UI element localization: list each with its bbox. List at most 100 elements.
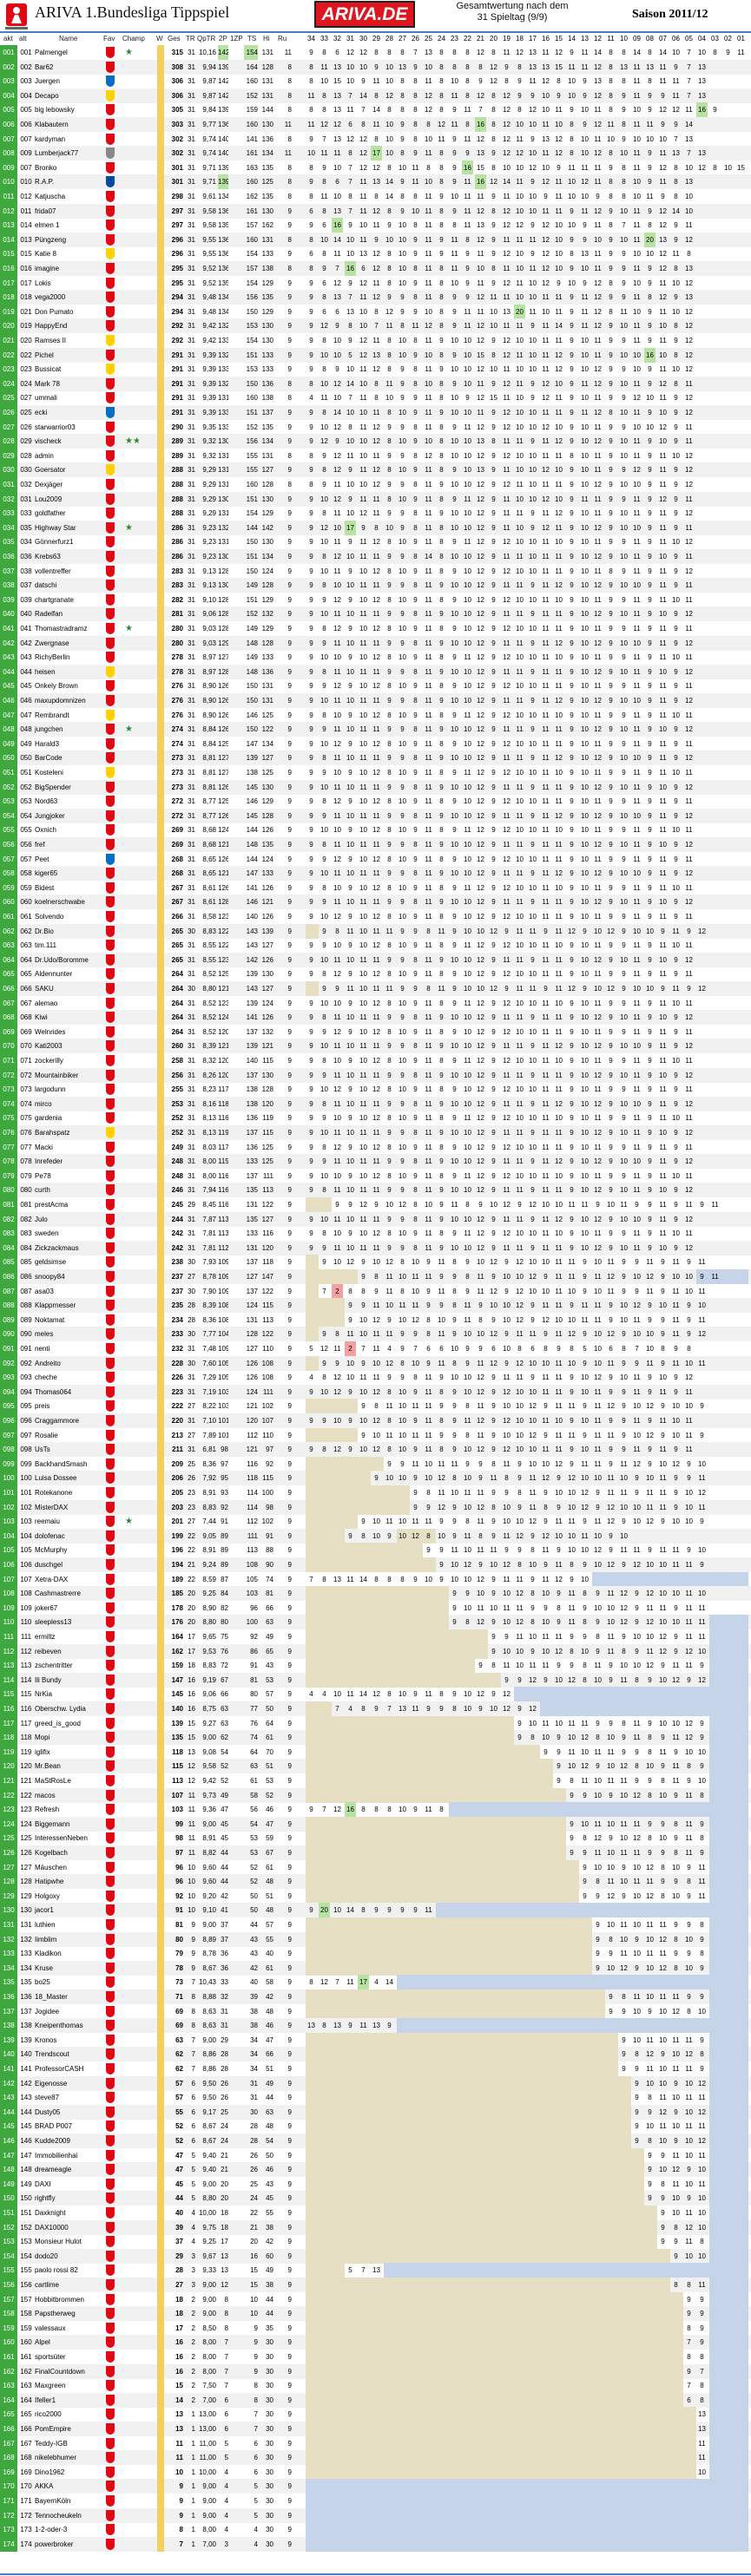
player-name[interactable]: Pichel — [35, 348, 102, 363]
table-row[interactable]: 091 091 nenti 232 31 7,48 109 127 110 9 5 12 11 2 7 11 4… — [0, 1341, 751, 1356]
table-row[interactable]: 005 005 big lebowsky 305 31 9,84 139 159 144 8 8 8 1… — [0, 102, 751, 117]
player-name[interactable]: kardyman — [35, 132, 102, 147]
player-name[interactable]: kiger65 — [35, 866, 102, 881]
player-name[interactable]: meles — [35, 1327, 102, 1341]
table-row[interactable]: 067 067 alemao 264 31 8,52 123 139 124 9 9 10 10 9 10 1… — [0, 996, 751, 1011]
table-row[interactable]: 080 080 curth 246 31 7,94 116 135 113 9 9 8 11 10 11 11… — [0, 1183, 751, 1197]
player-name[interactable]: Katie 8 — [35, 246, 102, 261]
player-name[interactable]: Kati2003 — [35, 1039, 102, 1053]
player-name[interactable]: heisen — [35, 665, 102, 679]
player-name[interactable]: mirco — [35, 1097, 102, 1111]
table-row[interactable]: 101 101 Rotekanone 205 23 8,91 93 114 100 9 9 8 11 10… — [0, 1485, 751, 1500]
player-name[interactable]: frida07 — [35, 204, 102, 219]
player-name[interactable]: goldfather — [35, 506, 102, 521]
table-row[interactable]: 076 076 Barahspatz 252 31 8,13 119 137 115 9 9 10 11… — [0, 1125, 751, 1140]
player-name[interactable]: jungchen — [35, 722, 102, 737]
player-name[interactable]: Dexjäger — [35, 477, 102, 492]
player-name[interactable]: tim.111 — [35, 938, 102, 953]
table-row[interactable]: 053 053 Nord63 272 31 8,77 125 146 129 9 9 8 12 9 10 12… — [0, 794, 751, 809]
table-row[interactable]: 030 030 Goersator 288 31 9,29 131 155 127 9 9 8 12 9 1… — [0, 462, 751, 477]
table-row[interactable]: 065 065 Aldennunter 264 31 8,52 125 139 130 9 9 8 12… — [0, 967, 751, 981]
table-row[interactable]: 028029vischeck★★★289319,3213015613499129… — [0, 434, 751, 449]
player-name[interactable]: Rembrandt — [35, 708, 102, 723]
player-name[interactable]: Don Pumato — [35, 305, 102, 319]
player-name[interactable]: Rotekanone — [35, 1485, 102, 1500]
player-name[interactable]: reemaiu — [35, 1514, 102, 1529]
player-name[interactable]: Lokis — [35, 276, 102, 291]
table-row[interactable]: 098 098 UsTs 211 31 6,81 98 121 97 9 9 8 12 9 10 12 8 10 9… — [0, 1442, 751, 1457]
table-row[interactable]: 046 046 maxupdomnizen 276 31 8,90 126 150 131 9 9 1… — [0, 693, 751, 708]
table-row[interactable]: 088 088 Klapprnesser 235 28 8,39 108 124 115 9 9 9 1… — [0, 1298, 751, 1313]
table-row[interactable]: 060 060 koelnerschwabe 267 31 8,61 128 146 121 9 9… — [0, 895, 751, 909]
table-row[interactable]: 061 061 Solvendo 266 31 8,58 123 140 126 9 9 10 12 9 1… — [0, 909, 751, 924]
player-name[interactable]: asa03 — [35, 1284, 102, 1299]
player-name[interactable]: Macki — [35, 1140, 102, 1155]
table-row[interactable]: 009 007 Bronko 301 31 9,71 139 163 135 8 8 9 10 7 12 12… — [0, 161, 751, 175]
table-row[interactable]: 052 052 BigSpender 273 31 8,81 126 145 130 9 9 10 11… — [0, 780, 751, 795]
player-name[interactable]: Radelfan — [35, 606, 102, 621]
table-row[interactable]: 085 085 geldsimse 238 30 7,93 109 137 118 9 9 10 12 9… — [0, 1255, 751, 1269]
player-name[interactable]: koelnerschwabe — [35, 895, 102, 909]
player-name[interactable]: Kiwi — [35, 1010, 102, 1025]
table-row[interactable]: 008 009 Lumberjack77 302 31 9,74 140 161 134 11 10… — [0, 146, 751, 161]
table-row[interactable]: 097 097 Rosalie 213 27 7,89 101 112 110 9 9 10 11 10 1… — [0, 1428, 751, 1443]
table-row[interactable]: 070 070 Kati2003 260 31 8,39 121 139 121 9 9 10 11 10… — [0, 1039, 751, 1053]
player-name[interactable]: Peet — [35, 852, 102, 867]
table-row[interactable]: 099 099 BackhandSmash 209 25 8,36 97 116 92 9 9 9 11… — [0, 1457, 751, 1472]
player-name[interactable]: Gönnerfurz1 — [35, 534, 102, 549]
player-name[interactable]: Katjuscha — [35, 189, 102, 204]
player-name[interactable]: duschgel — [35, 1557, 102, 1572]
player-name[interactable]: Dr.Bio — [35, 924, 102, 939]
player-name[interactable]: dolofenac — [35, 1529, 102, 1544]
table-row[interactable]: 087 087 asa03 237 30 7,90 109 137 122 9 7 2 8 8 9 11 8 10… — [0, 1284, 751, 1299]
player-name[interactable]: Ramses II — [35, 333, 102, 348]
table-row[interactable]: 073 073 largodunn 255 31 8,23 117 138 128 9 9 10 12 9… — [0, 1082, 751, 1097]
table-row[interactable]: 012 011 frida07 297 31 9,58 136 161 130 9 6 8 13 7 11 1… — [0, 204, 751, 219]
player-name[interactable]: SAKU — [35, 981, 102, 996]
player-name[interactable]: ummali — [35, 390, 102, 405]
player-name[interactable]: McMurphy — [35, 1543, 102, 1557]
table-row[interactable]: 096 096 Craggammore 220 31 7,10 101 120 107 9 9 9 10… — [0, 1413, 751, 1428]
player-name[interactable]: imagine — [35, 261, 102, 276]
player-name[interactable]: maxupdomnizen — [35, 693, 102, 708]
player-name[interactable]: Inrefeder — [35, 1154, 102, 1169]
player-name[interactable]: Highway Star — [35, 521, 102, 535]
player-name[interactable]: Luisa Dossee — [35, 1471, 102, 1485]
player-name[interactable]: Goersator — [35, 462, 102, 477]
table-row[interactable]: 011 012 Katjuscha 298 31 9,61 134 162 135 8 8 11 10 8… — [0, 189, 751, 204]
player-name[interactable]: gardenia — [35, 1111, 102, 1125]
player-name[interactable]: big lebowsky — [35, 102, 102, 117]
player-name[interactable]: elmen 1 — [35, 218, 102, 233]
table-row[interactable]: 037 038 vollentreffer 283 31 9,13 128 150 124 9 9 1… — [0, 564, 751, 579]
table-row[interactable]: 004 004 Decapo 306 31 9,87 142 152 131 8 11 8 13 7 14 8… — [0, 88, 751, 103]
table-row[interactable]: 020 019 HappyEnd 292 31 9,42 132 153 130 9 9 12 9 8 10… — [0, 318, 751, 333]
table-row[interactable]: 066 066 SAKU 264 30 8,80 121 143 127 9 9 9 11 10 11 11 9… — [0, 981, 751, 996]
player-name[interactable]: Rosalie — [35, 1428, 102, 1443]
table-row[interactable]: 014 013 Püngzeng 296 31 9,55 136 160 131 8 8 10 14 10… — [0, 233, 751, 247]
player-name[interactable]: Bussicat — [35, 362, 102, 377]
player-name[interactable]: Oxnich — [35, 823, 102, 837]
table-row[interactable]: 047 047 Rembrandt 276 31 8,90 126 146 125 9 9 8 10 9 1… — [0, 708, 751, 723]
table-row[interactable]: 071 071 zockerilly 258 31 8,32 120 140 115 9 9 8 10 9… — [0, 1053, 751, 1068]
table-row[interactable]: 064 064 Dr.Udo/Boromme 265 31 8,55 123 142 126 9 9… — [0, 953, 751, 967]
table-row[interactable]: 050 050 BarCode 273 31 8,81 127 139 127 9 9 8 11 10 11… — [0, 751, 751, 765]
table-row[interactable]: 023 023 Bussicat 291 31 9,39 133 153 133 9 9 8 9 10 11… — [0, 362, 751, 377]
table-row[interactable]: 092 092 Andreito 228 30 7,60 105 126 108 9 9 9 10 9 10… — [0, 1356, 751, 1371]
table-row[interactable]: 059 059 Bidest 267 31 8,61 126 141 126 9 9 8 10 9 10 12… — [0, 881, 751, 895]
table-row[interactable]: 035 034 Gönnerfurz1 286 31 9,23 131 150 130 9 9 10 1… — [0, 534, 751, 549]
player-name[interactable]: Juergen — [35, 74, 102, 88]
player-name[interactable]: Barahspatz — [35, 1125, 102, 1140]
table-row[interactable]: 057 057 Peet 268 31 8,65 126 144 124 9 9 9 12 9 10 12 8 1… — [0, 852, 751, 867]
table-row[interactable]: 104 104 dolofenac 199 22 9,05 89 111 91 9 9 8 10 9 10 1… — [0, 1529, 751, 1544]
player-name[interactable]: Krebs63 — [35, 549, 102, 564]
player-name[interactable]: Klabautern — [35, 117, 102, 132]
player-name[interactable]: sweden — [35, 1226, 102, 1241]
player-name[interactable]: Julo — [35, 1212, 102, 1227]
player-name[interactable]: starwarrior03 — [35, 420, 102, 435]
table-row[interactable]: 054 054 Jungjoker 272 31 8,77 126 145 128 9 9 9 11 10… — [0, 809, 751, 823]
table-row[interactable]: 031 032 Dexjäger 288 31 9,29 131 160 128 8 8 9 11 10 1… — [0, 477, 751, 492]
player-name[interactable]: Solvendo — [35, 909, 102, 924]
table-row[interactable]: 045 045 Onkely Brown 276 31 8,90 126 150 131 9 9 9 1… — [0, 678, 751, 693]
table-row[interactable]: 027 026 starwarrior03 290 31 9,35 133 152 135 9 9 1… — [0, 420, 751, 435]
table-row[interactable]: 056 056 fref 269 31 8,68 121 148 135 9 9 8 11 10 11 11 9… — [0, 837, 751, 852]
